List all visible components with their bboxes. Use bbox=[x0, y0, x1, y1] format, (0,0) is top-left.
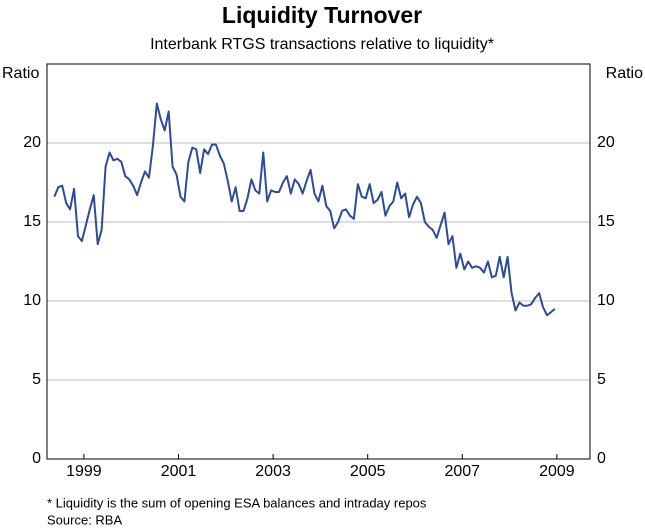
line-series bbox=[53, 102, 556, 317]
y2-tick-label: 5 bbox=[597, 371, 606, 388]
y2-tick-label: 20 bbox=[597, 134, 615, 151]
x-tick-label: 2007 bbox=[444, 463, 480, 480]
y-axis-label: Ratio bbox=[2, 65, 39, 82]
x-tick-label: 2003 bbox=[255, 463, 291, 480]
y-tick-label: 15 bbox=[23, 213, 41, 230]
x-tick-label: 1999 bbox=[66, 463, 102, 480]
y2-axis-label: Ratio bbox=[606, 65, 643, 82]
plot-frame bbox=[46, 63, 591, 460]
y2-tick-label: 0 bbox=[597, 450, 606, 467]
x-tick-label: 2001 bbox=[161, 463, 197, 480]
y-tick-label: 0 bbox=[32, 450, 41, 467]
chart-title: Liquidity Turnover bbox=[222, 2, 422, 28]
y-tick-label: 20 bbox=[23, 134, 41, 151]
chart-subtitle: Interbank RTGS transactions relative to … bbox=[150, 36, 494, 53]
y-tick-label: 5 bbox=[32, 371, 41, 388]
y2-tick-label: 15 bbox=[597, 213, 615, 230]
y2-tick-label: 10 bbox=[597, 292, 615, 309]
footnote: * Liquidity is the sum of opening ESA ba… bbox=[47, 495, 427, 510]
source: Source: RBA bbox=[47, 512, 122, 527]
x-tick-label: 2005 bbox=[350, 463, 386, 480]
y-tick-label: 10 bbox=[23, 292, 41, 309]
x-tick-label: 2009 bbox=[539, 463, 575, 480]
